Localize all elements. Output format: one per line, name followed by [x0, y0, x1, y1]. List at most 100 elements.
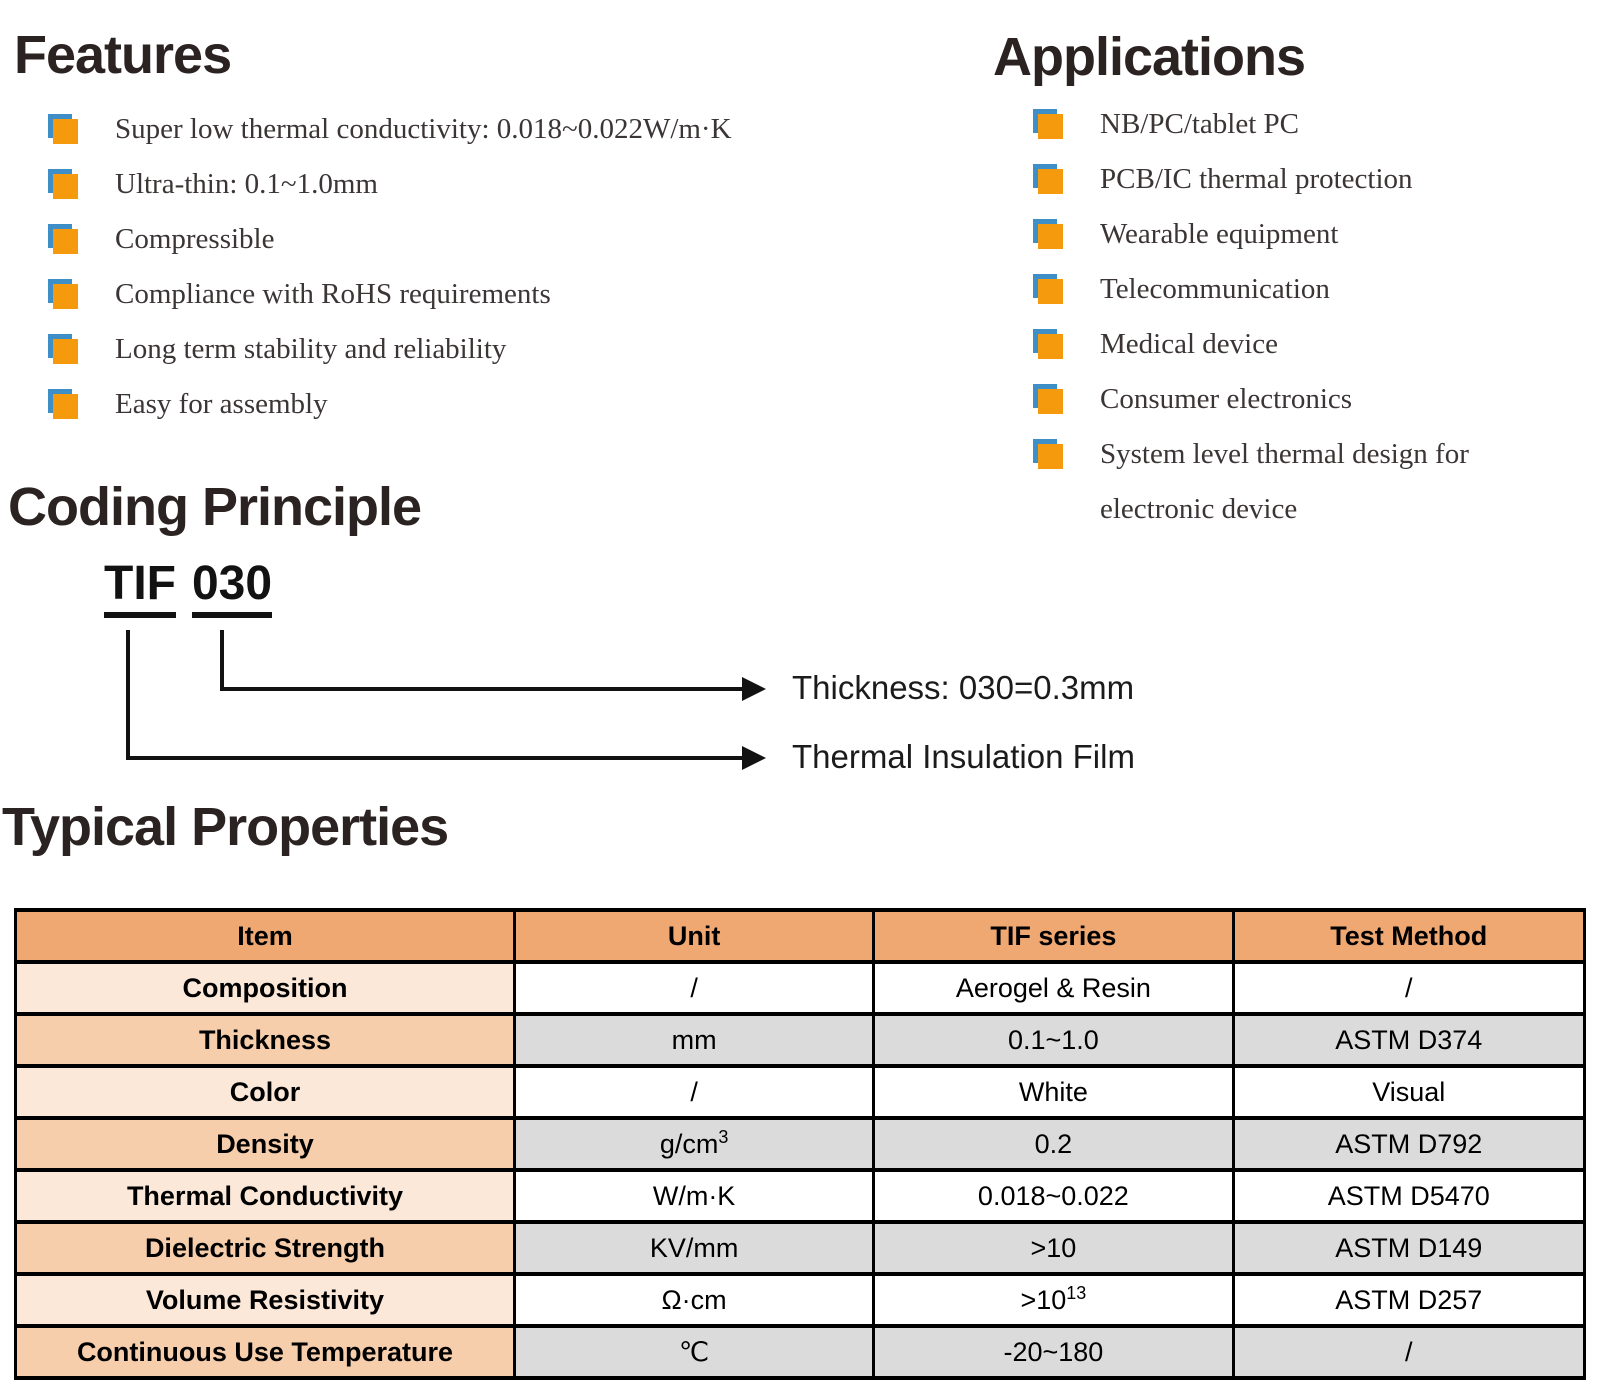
list-item: Telecommunication [1033, 272, 1469, 306]
feature-text: Long term stability and reliability [115, 333, 507, 365]
code-thickness-digits: 030 [191, 560, 273, 618]
unit-cell: ℃ [512, 1324, 876, 1380]
code-line-film-horizontal [126, 756, 744, 760]
bullet-square-icon [1033, 219, 1063, 249]
list-item: Wearable equipment [1033, 217, 1469, 251]
table-row: Color / White Visual [14, 1064, 1587, 1120]
list-item: Super low thermal conductivity: 0.018~0.… [48, 112, 732, 146]
item-cell: Density [14, 1116, 516, 1172]
tif-series-cell: 0.2 [872, 1116, 1235, 1172]
test-method-cell: ASTM D257 [1231, 1272, 1587, 1328]
code-line-film-vertical [126, 630, 130, 760]
cell-superscript: 3 [718, 1126, 729, 1147]
bullet-square-icon [1033, 384, 1063, 414]
table-row: Composition / Aerogel & Resin / [14, 960, 1587, 1016]
cell-superscript: 13 [1066, 1282, 1087, 1303]
cell-text: g/cm [659, 1128, 719, 1159]
bullet-square-icon [48, 334, 78, 364]
features-list: Super low thermal conductivity: 0.018~0.… [48, 112, 732, 421]
test-method-cell: ASTM D149 [1231, 1220, 1587, 1276]
bullet-square-icon [1033, 439, 1063, 469]
cell-text: KV/mm [649, 1232, 739, 1263]
bullet-square-icon [48, 389, 78, 419]
application-text: NB/PC/tablet PC [1100, 108, 1300, 140]
arrow-right-icon [742, 746, 766, 770]
feature-text: Compliance with RoHS requirements [115, 278, 551, 310]
application-text: Medical device [1100, 328, 1278, 360]
cell-text: >10 [1020, 1284, 1067, 1315]
list-item: NB/PC/tablet PC [1033, 107, 1469, 141]
feature-text: Ultra-thin: 0.1~1.0mm [115, 168, 378, 200]
item-cell: Volume Resistivity [14, 1272, 516, 1328]
code-line-thickness-horizontal [220, 687, 744, 691]
properties-table: Item Unit TIF series Test Method Composi… [14, 908, 1587, 1380]
list-item: Medical device [1033, 327, 1469, 361]
cell-text: Aerogel & Resin [955, 972, 1151, 1003]
bullet-square-icon [1033, 329, 1063, 359]
unit-cell: / [512, 960, 876, 1016]
feature-text: Compressible [115, 223, 275, 255]
table-row: Thickness mm 0.1~1.0 ASTM D374 [14, 1012, 1587, 1068]
unit-cell: / [512, 1064, 876, 1120]
table-row: Density g/cm3 0.2 ASTM D792 [14, 1116, 1587, 1172]
feature-text: Super low thermal conductivity: 0.018~0.… [115, 113, 732, 145]
bullet-square-icon [48, 224, 78, 254]
feature-text: Easy for assembly [115, 388, 328, 420]
application-text: Wearable equipment [1100, 218, 1339, 250]
typical-properties-title: Typical Properties [2, 797, 449, 857]
table-row: Dielectric Strength KV/mm >10 ASTM D149 [14, 1220, 1587, 1276]
arrow-right-icon [742, 677, 766, 701]
code-prefix: TIF [104, 560, 176, 618]
application-text: System level thermal design for electron… [1100, 437, 1469, 526]
unit-cell: Ω·cm [512, 1272, 876, 1328]
list-item: Long term stability and reliability [48, 332, 732, 366]
unit-cell: W/m·K [512, 1168, 876, 1224]
features-title: Features [14, 25, 232, 85]
unit-cell: g/cm3 [512, 1116, 876, 1172]
cell-text: ℃ [678, 1336, 710, 1367]
list-item: Easy for assembly [48, 387, 732, 421]
table-header-row: Item Unit TIF series Test Method [14, 908, 1587, 964]
bullet-square-icon [48, 169, 78, 199]
coding-principle-title: Coding Principle [8, 477, 422, 537]
bullet-square-icon [48, 114, 78, 144]
test-method-cell: ASTM D792 [1231, 1116, 1587, 1172]
item-cell: Composition [14, 960, 516, 1016]
list-item: Ultra-thin: 0.1~1.0mm [48, 167, 732, 201]
tif-series-cell: 0.1~1.0 [872, 1012, 1235, 1068]
bullet-square-icon [1033, 164, 1063, 194]
film-code-label: Thermal Insulation Film [792, 738, 1135, 775]
application-text-line: System level thermal design for [1100, 438, 1469, 470]
test-method-cell: ASTM D5470 [1231, 1168, 1587, 1224]
tif-series-cell: Aerogel & Resin [872, 960, 1235, 1016]
bullet-square-icon [1033, 109, 1063, 139]
tif-series-cell: -20~180 [872, 1324, 1235, 1380]
cell-text: >10 [1030, 1232, 1077, 1263]
bullet-square-icon [1033, 274, 1063, 304]
tif-series-cell: >1013 [872, 1272, 1235, 1328]
cell-text: / [690, 1076, 698, 1107]
bullet-square-icon [48, 279, 78, 309]
list-item: System level thermal design for electron… [1033, 437, 1469, 526]
test-method-cell: ASTM D374 [1231, 1012, 1587, 1068]
test-method-cell: / [1231, 1324, 1587, 1380]
cell-text: mm [671, 1024, 717, 1055]
item-cell: Thickness [14, 1012, 516, 1068]
cell-text: W/m·K [652, 1180, 736, 1211]
code-line-thickness-vertical [220, 630, 224, 691]
item-cell: Dielectric Strength [14, 1220, 516, 1276]
list-item: Compliance with RoHS requirements [48, 277, 732, 311]
application-text: Telecommunication [1100, 273, 1330, 305]
cell-text: White [1018, 1076, 1088, 1107]
item-cell: Continuous Use Temperature [14, 1324, 516, 1380]
cell-text: 0.1~1.0 [1007, 1024, 1099, 1055]
list-item: Compressible [48, 222, 732, 256]
column-header-test-method: Test Method [1231, 908, 1587, 964]
list-item: PCB/IC thermal protection [1033, 162, 1469, 196]
cell-text: 0.2 [1034, 1128, 1073, 1159]
applications-list: NB/PC/tablet PC PCB/IC thermal protectio… [1033, 107, 1469, 526]
item-cell: Color [14, 1064, 516, 1120]
table-row: Continuous Use Temperature ℃ -20~180 / [14, 1324, 1587, 1380]
column-header-tif-series: TIF series [872, 908, 1235, 964]
